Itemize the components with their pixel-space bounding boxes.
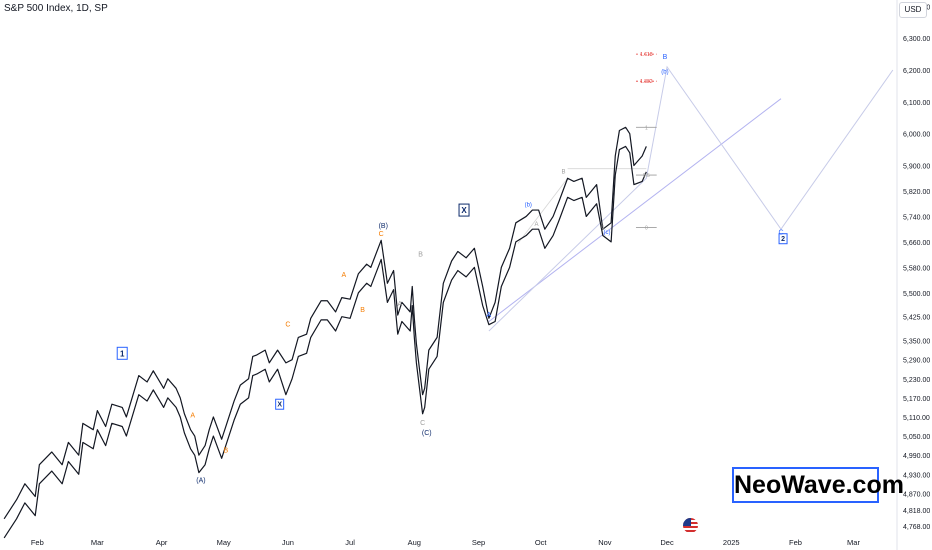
- y-tick-label: 6,300.00: [903, 36, 930, 43]
- y-axis: 6,400.006,300.006,200.006,100.006,000.00…: [896, 0, 930, 550]
- wave-label: c: [601, 225, 604, 231]
- wave-projection-path: [488, 65, 894, 332]
- wave-label: (B): [379, 223, 388, 230]
- y-tick-label: 5,290.00: [903, 358, 930, 365]
- x-tick-label: Aug: [408, 538, 421, 547]
- wave-label: (b): [525, 203, 532, 209]
- guide-line: [517, 177, 568, 244]
- price-series-lower: [3, 145, 647, 539]
- y-tick-label: 5,425.00: [903, 315, 930, 322]
- us-flag-icon: [683, 518, 698, 533]
- neowave-watermark: NeoWave.com: [732, 467, 904, 503]
- y-tick-label: 5,580.00: [903, 265, 930, 272]
- y-tick-label: 5,820.00: [903, 189, 930, 196]
- y-tick-label: 6,200.00: [903, 68, 930, 75]
- wave-label: B: [663, 54, 668, 61]
- wave-label: C: [285, 322, 290, 329]
- x-tick-label: Sep: [472, 538, 485, 547]
- x-tick-label: Jul: [345, 538, 355, 547]
- x-tick-label: Dec: [660, 538, 674, 547]
- wave-label: X: [461, 206, 467, 215]
- wave-label: B: [418, 252, 423, 259]
- wave-label: 2: [781, 236, 785, 243]
- wave-label: 1: [120, 349, 125, 358]
- price-series-upper: [3, 126, 647, 520]
- fib-level-label: 0: [645, 226, 648, 232]
- y-tick-label: 5,170.00: [903, 396, 930, 403]
- x-tick-label: May: [217, 538, 231, 547]
- fib-level-label: 1: [645, 125, 648, 131]
- y-tick-label: 4,930.00: [903, 472, 930, 479]
- y-tick-label: 5,110.00: [903, 415, 930, 422]
- wave-label-box: [116, 346, 128, 360]
- wave-label: A: [397, 301, 402, 308]
- wave-label-box: [778, 233, 788, 245]
- wave-label: B: [360, 307, 365, 314]
- y-tick-label: 5,660.00: [903, 240, 930, 247]
- y-tick-label: 6,000.00: [903, 132, 930, 139]
- chart-title: S&P 500 Index, 1D, SP: [4, 3, 108, 14]
- y-tick-label: 5,900.00: [903, 164, 930, 171]
- currency-selector[interactable]: USD: [899, 2, 927, 18]
- wave-label: (b): [661, 70, 668, 76]
- fib-level-label: 1.382: [640, 79, 653, 85]
- wave-label: (c): [603, 230, 610, 236]
- wave-label: (C): [422, 430, 432, 437]
- y-tick-label: 4,818.00: [903, 508, 930, 515]
- wave-label-box: [275, 398, 285, 410]
- wave-label: A: [342, 272, 347, 279]
- wave-label: B: [561, 169, 565, 175]
- x-tick-label: Feb: [31, 538, 44, 547]
- x-tick-label: Mar: [847, 538, 860, 547]
- x-tick-label: Oct: [535, 538, 548, 547]
- wave-label: B: [223, 447, 228, 454]
- x-tick-label: Jun: [282, 538, 294, 547]
- y-tick-label: 5,350.00: [903, 339, 930, 346]
- y-tick-label: 4,990.00: [903, 453, 930, 460]
- wave-label: C: [379, 231, 384, 238]
- wave-label: A: [190, 412, 195, 419]
- y-tick-label: 5,740.00: [903, 214, 930, 221]
- wave-label: X: [277, 402, 282, 409]
- wave-label: A: [487, 312, 492, 319]
- y-tick-label: 4,768.00: [903, 524, 930, 531]
- y-tick-label: 6,100.00: [903, 100, 930, 107]
- x-tick-label: 2025: [723, 538, 740, 547]
- y-tick-label: 5,500.00: [903, 291, 930, 298]
- x-tick-label: Feb: [789, 538, 802, 547]
- x-axis: Feb Mar Apr May Jun Jul Aug Sep Oct Nov Dec 2025 Feb…: [31, 538, 861, 547]
- fib-level-label: 1.618: [640, 52, 653, 58]
- wave-label: C: [420, 420, 425, 427]
- y-tick-label: 5,230.00: [903, 377, 930, 384]
- x-tick-label: Apr: [156, 538, 168, 547]
- x-tick-label: Mar: [91, 538, 104, 547]
- y-tick-label: 4,870.00: [903, 491, 930, 498]
- x-tick-label: Nov: [598, 538, 612, 547]
- wave-label: (A): [196, 478, 205, 485]
- y-tick-label: 5,050.00: [903, 434, 930, 441]
- wave-label: C: [778, 229, 783, 236]
- wave-label-box: [458, 203, 470, 217]
- fib-level-label: 0.5: [643, 173, 650, 179]
- chart-plot-area: 1.618 1.382 1 0.5 0 1 X X 2 (A) (B) (C) A B C A B C A B C A (b…: [3, 52, 894, 539]
- wave-label: A: [535, 222, 539, 228]
